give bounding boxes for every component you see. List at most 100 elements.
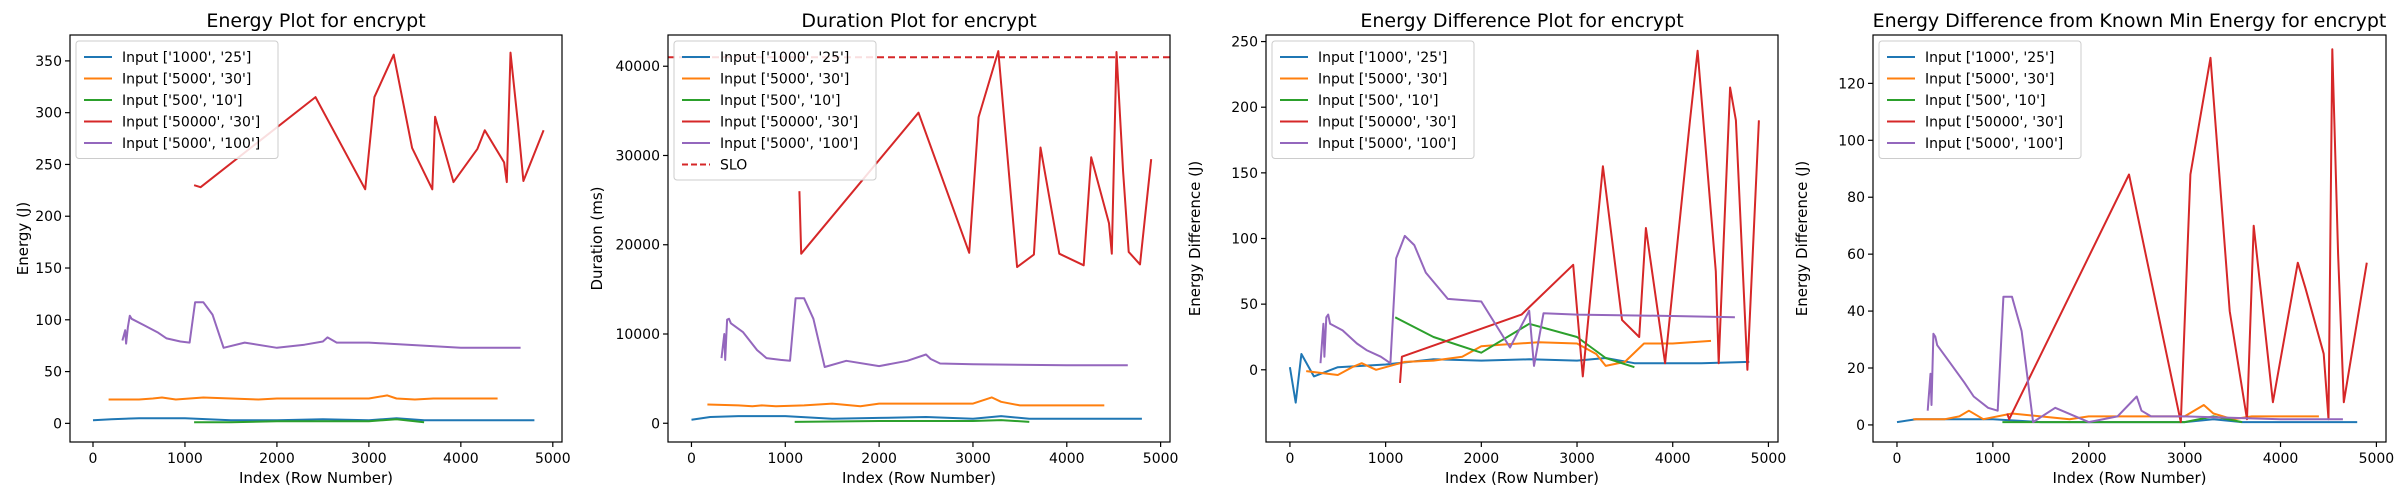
chart-title: Energy Difference from Known Min Energy … [1873, 10, 2387, 32]
chart-title: Energy Plot for encrypt [206, 10, 425, 32]
x-tick-label: 2000 [2071, 451, 2107, 467]
legend: Input ['1000', '25'] Input ['5000', '30']… [1271, 40, 1475, 159]
x-tick-label: 2000 [1464, 451, 1500, 467]
legend-label: Input ['5000', '30'] [122, 72, 251, 88]
y-tick-label: 250 [1231, 35, 1258, 51]
chart-title: Duration Plot for encrypt [801, 10, 1036, 32]
y-tick-label: 80 [1847, 190, 1865, 206]
legend-label: SLO [720, 158, 747, 174]
series-line-3 [1394, 316, 1635, 369]
y-tick-label: 150 [1231, 166, 1258, 182]
series-line-2 [108, 394, 498, 401]
legend-label: Input ['5000', '100'] [1925, 136, 2063, 152]
x-tick-label: 5000 [2359, 451, 2395, 467]
legend-label: Input ['500', '10'] [720, 93, 840, 109]
y-tick-label: 150 [35, 261, 62, 277]
y-tick-label: 50 [1240, 297, 1258, 313]
x-tick-label: 2000 [861, 451, 897, 467]
legend-label: Input ['50000', '30'] [1925, 115, 2063, 131]
y-tick-label: 50 [44, 365, 62, 381]
x-tick-label: 4000 [1049, 451, 1085, 467]
axes-frame [1872, 34, 2387, 443]
legend-label: Input ['5000', '100'] [1318, 136, 1456, 152]
legend-label: Input ['5000', '100'] [720, 136, 858, 152]
series-lines [92, 51, 545, 424]
y-tick-label: 100 [35, 313, 62, 329]
x-tick-label: 2000 [259, 451, 295, 467]
y-axis-label: Duration (ms) [588, 186, 606, 290]
legend-box [673, 40, 877, 181]
x-tick-label: 5000 [1143, 451, 1179, 467]
x-tick-label: 1000 [1975, 451, 2011, 467]
series-line-5 [1926, 295, 2343, 424]
x-tick-label: 1000 [767, 451, 803, 467]
chart-panel-4: Energy Difference from Known Min Energy … [1793, 10, 2394, 487]
x-tick-label: 4000 [2263, 451, 2299, 467]
series-line-4 [798, 50, 1153, 269]
y-tick-label: 30000 [615, 148, 660, 164]
legend-label: Input ['50000', '30'] [720, 115, 858, 131]
x-tick-label: 3000 [2167, 451, 2203, 467]
x-axis-label: Index (Row Number) [842, 469, 996, 487]
chart-title: Energy Difference Plot for encrypt [1360, 10, 1683, 32]
legend-box [1878, 40, 2082, 159]
y-tick-label: 0 [651, 416, 660, 432]
x-axis-label: Index (Row Number) [1445, 469, 1599, 487]
y-tick-label: 300 [35, 106, 62, 122]
series-line-4 [2006, 48, 2368, 424]
legend: Input ['1000', '25'] Input ['5000', '30']… [1878, 40, 2082, 159]
y-tick-label: 120 [1838, 76, 1865, 92]
series-line-2 [1306, 339, 1712, 376]
series-line-3 [194, 418, 425, 424]
y-tick-label: 200 [35, 209, 62, 225]
legend-label: Input ['5000', '30'] [720, 72, 849, 88]
legend-label: Input ['1000', '25'] [1318, 50, 1447, 66]
legend-label: Input ['500', '10'] [1318, 93, 1438, 109]
y-tick-label: 100 [1838, 133, 1865, 149]
axes-frame [667, 34, 1171, 443]
legend: Input ['1000', '25'] Input ['5000', '30']… [673, 40, 877, 181]
series-line-4 [193, 51, 545, 191]
x-axis-label: Index (Row Number) [239, 469, 393, 487]
x-tick-label: 0 [687, 451, 696, 467]
legend-label: Input ['1000', '25'] [122, 50, 251, 66]
x-tick-label: 4000 [443, 451, 479, 467]
legend: Input ['1000', '25'] Input ['5000', '30']… [75, 40, 279, 159]
y-tick-label: 350 [35, 54, 62, 70]
legend-box [75, 40, 279, 159]
y-axis-label: Energy (J) [14, 202, 32, 275]
y-tick-label: 200 [1231, 100, 1258, 116]
y-tick-label: 40000 [615, 59, 660, 75]
legend-label: Input ['5000', '100'] [122, 136, 260, 152]
x-axis-label: Index (Row Number) [2053, 469, 2207, 487]
series-line-5 [121, 301, 521, 349]
y-tick-label: 10000 [615, 327, 660, 343]
series-line-3 [794, 419, 1030, 423]
y-tick-label: 60 [1847, 247, 1865, 263]
series-line-5 [720, 297, 1128, 368]
y-tick-label: 250 [35, 157, 62, 173]
x-tick-label: 5000 [1751, 451, 1787, 467]
legend-label: Input ['5000', '30'] [1925, 72, 2054, 88]
legend-box [1271, 40, 1475, 159]
x-tick-label: 0 [89, 451, 98, 467]
x-tick-label: 1000 [1368, 451, 1404, 467]
series-line-4 [1399, 49, 1760, 383]
y-axis-label: Energy Difference (J) [1186, 161, 1204, 317]
x-tick-label: 3000 [955, 451, 991, 467]
series-lines [1288, 49, 1760, 404]
series-line-1 [691, 415, 1142, 421]
y-axis-label: Energy Difference (J) [1793, 161, 1811, 317]
series-line-5 [1319, 234, 1735, 367]
chart-panel-3: Energy Difference Plot for encrypt 0 1000 2… [1186, 10, 1786, 487]
x-tick-label: 1000 [167, 451, 203, 467]
legend-label: Input ['1000', '25'] [1925, 50, 2054, 66]
legend-label: Input ['5000', '30'] [1318, 72, 1447, 88]
axes-frame [69, 34, 563, 443]
y-tick-label: 0 [1249, 363, 1258, 379]
y-tick-label: 100 [1231, 232, 1258, 248]
series-line-1 [1288, 353, 1750, 404]
series-line-1 [92, 417, 535, 422]
